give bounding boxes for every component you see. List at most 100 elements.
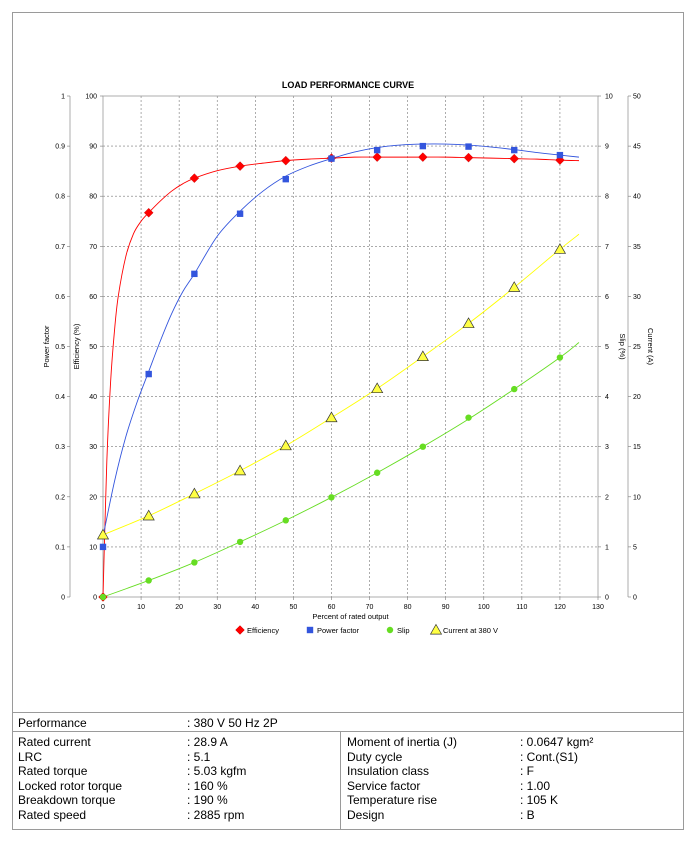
power-factor-point xyxy=(328,155,335,162)
power-factor-tick-label: 0.8 xyxy=(55,194,65,201)
efficiency-curve xyxy=(102,156,579,598)
slip-tick-label: 8 xyxy=(605,194,609,201)
x-tick-label: 10 xyxy=(137,604,145,611)
legend-current-at-380-v-label: Current at 380 V xyxy=(443,626,498,635)
efficiency-point xyxy=(417,152,428,162)
current-axis-label: Current (A) xyxy=(646,328,655,366)
markers xyxy=(96,142,567,602)
performance-label: Performance xyxy=(18,716,87,730)
slip-tick-label: 4 xyxy=(605,394,609,401)
slip-tick-label: 7 xyxy=(605,244,609,251)
x-axis-label: Percent of rated output xyxy=(312,612,389,621)
left-spec-value: : 190 % xyxy=(187,793,228,807)
efficiency-tick-label: 10 xyxy=(89,544,97,551)
power-factor-point xyxy=(282,175,289,183)
current-tick-label: 20 xyxy=(633,394,641,401)
legend-slip-label: Slip xyxy=(397,626,410,635)
x-tick-label: 50 xyxy=(289,604,297,611)
power-factor-tick-label: 0.7 xyxy=(55,244,65,251)
current-tick-label: 40 xyxy=(633,194,641,201)
slip-tick-label: 5 xyxy=(605,344,609,351)
power-factor-tick-label: 0.9 xyxy=(55,144,65,151)
power-factor-point xyxy=(556,151,564,159)
right-spec-value: : 0.0647 kgm² xyxy=(520,735,594,749)
slip-point xyxy=(419,443,427,450)
performance-value: : 380 V 50 Hz 2P xyxy=(187,716,278,730)
left-spec-value: : 5.03 kgfm xyxy=(187,764,247,778)
slip-point xyxy=(328,494,335,501)
efficiency-tick-label: 20 xyxy=(89,494,97,501)
x-tick-label: 110 xyxy=(516,604,527,611)
efficiency-point xyxy=(463,152,474,163)
efficiency-tick-label: 50 xyxy=(89,344,97,351)
efficiency-point xyxy=(235,161,245,171)
efficiency-tick-label: 60 xyxy=(89,294,97,301)
current-at-380-v-point xyxy=(142,509,155,521)
right-spec-label: Insulation class xyxy=(347,764,430,778)
left-spec-value: : 160 % xyxy=(187,778,228,793)
x-tick-label: 80 xyxy=(404,604,412,611)
efficiency-tick-label: 40 xyxy=(89,394,97,401)
x-tick-label: 90 xyxy=(442,604,450,611)
right-spec-label: Duty cycle xyxy=(347,749,403,764)
current-tick-label: 5 xyxy=(633,544,637,551)
current-at-380-v-point xyxy=(416,350,429,361)
slip-tick-label: 0 xyxy=(605,595,609,602)
legend-current-at-380-v-swatch xyxy=(429,623,443,635)
left-spec-label: Rated speed xyxy=(18,807,87,822)
slip-point xyxy=(282,517,289,524)
x-tick-label: 70 xyxy=(366,604,374,611)
x-tick-label: 130 xyxy=(592,604,604,611)
legend-power-factor-swatch xyxy=(306,626,314,634)
power-factor-axis-label: Power factor xyxy=(42,325,51,368)
x-tick-label: 40 xyxy=(251,604,259,611)
legend-efficiency-label: Efficiency xyxy=(247,626,279,635)
power-factor-tick-label: 0.4 xyxy=(55,394,65,401)
power-factor-tick-label: 1 xyxy=(61,94,65,101)
power-factor-point xyxy=(236,210,244,217)
current-tick-label: 50 xyxy=(633,94,641,101)
slip-tick-label: 1 xyxy=(605,544,609,551)
column-divider xyxy=(340,732,341,829)
power-factor-curve xyxy=(102,143,580,537)
legend-efficiency-swatch xyxy=(235,625,245,635)
efficiency-point xyxy=(280,155,291,166)
left-spec-label: Rated torque xyxy=(18,764,88,778)
left-spec-value: : 2885 rpm xyxy=(187,807,245,822)
power-factor-tick-label: 0.5 xyxy=(55,344,65,351)
slip-axis-label: Slip (%) xyxy=(618,333,627,360)
current-at-380-v-point xyxy=(188,487,201,499)
efficiency-tick-label: 80 xyxy=(89,194,97,201)
left-spec-label: Locked rotor torque xyxy=(18,778,123,793)
grid xyxy=(103,96,598,597)
power-factor-point xyxy=(511,146,518,154)
left-spec-value: : 28.9 A xyxy=(187,735,228,749)
slip-tick-label: 3 xyxy=(605,444,609,451)
current-tick-label: 15 xyxy=(633,444,641,451)
left-spec-value: : 5.1 xyxy=(187,749,211,764)
power-factor-tick-label: 0.3 xyxy=(55,444,65,451)
slip-point xyxy=(511,385,518,393)
right-spec-label: Design xyxy=(347,807,385,822)
efficiency-tick-label: 70 xyxy=(89,244,97,251)
right-spec-value: : Cont.(S1) xyxy=(520,749,579,764)
slip-point xyxy=(556,354,564,361)
power-factor-point xyxy=(191,270,198,278)
slip-tick-label: 9 xyxy=(605,144,609,151)
x-tick-label: 100 xyxy=(478,604,490,611)
chart-title: LOAD PERFORMANCE CURVE xyxy=(282,80,414,90)
power-factor-tick-label: 0.2 xyxy=(55,494,65,501)
efficiency-point xyxy=(509,153,520,164)
x-tick-label: 30 xyxy=(213,604,221,611)
efficiency-point xyxy=(372,152,383,162)
power-factor-tick-label: 0 xyxy=(61,595,65,602)
slip-point xyxy=(373,469,381,476)
power-factor-tick-label: 0.1 xyxy=(55,544,65,551)
slip-curve xyxy=(102,342,580,598)
x-tick-label: 20 xyxy=(175,604,183,611)
right-spec-label: Service factor xyxy=(347,778,421,793)
legend-power-factor-label: Power factor xyxy=(317,626,360,635)
slip-tick-label: 6 xyxy=(605,294,609,301)
right-spec-label: Moment of inertia (J) xyxy=(347,735,458,749)
